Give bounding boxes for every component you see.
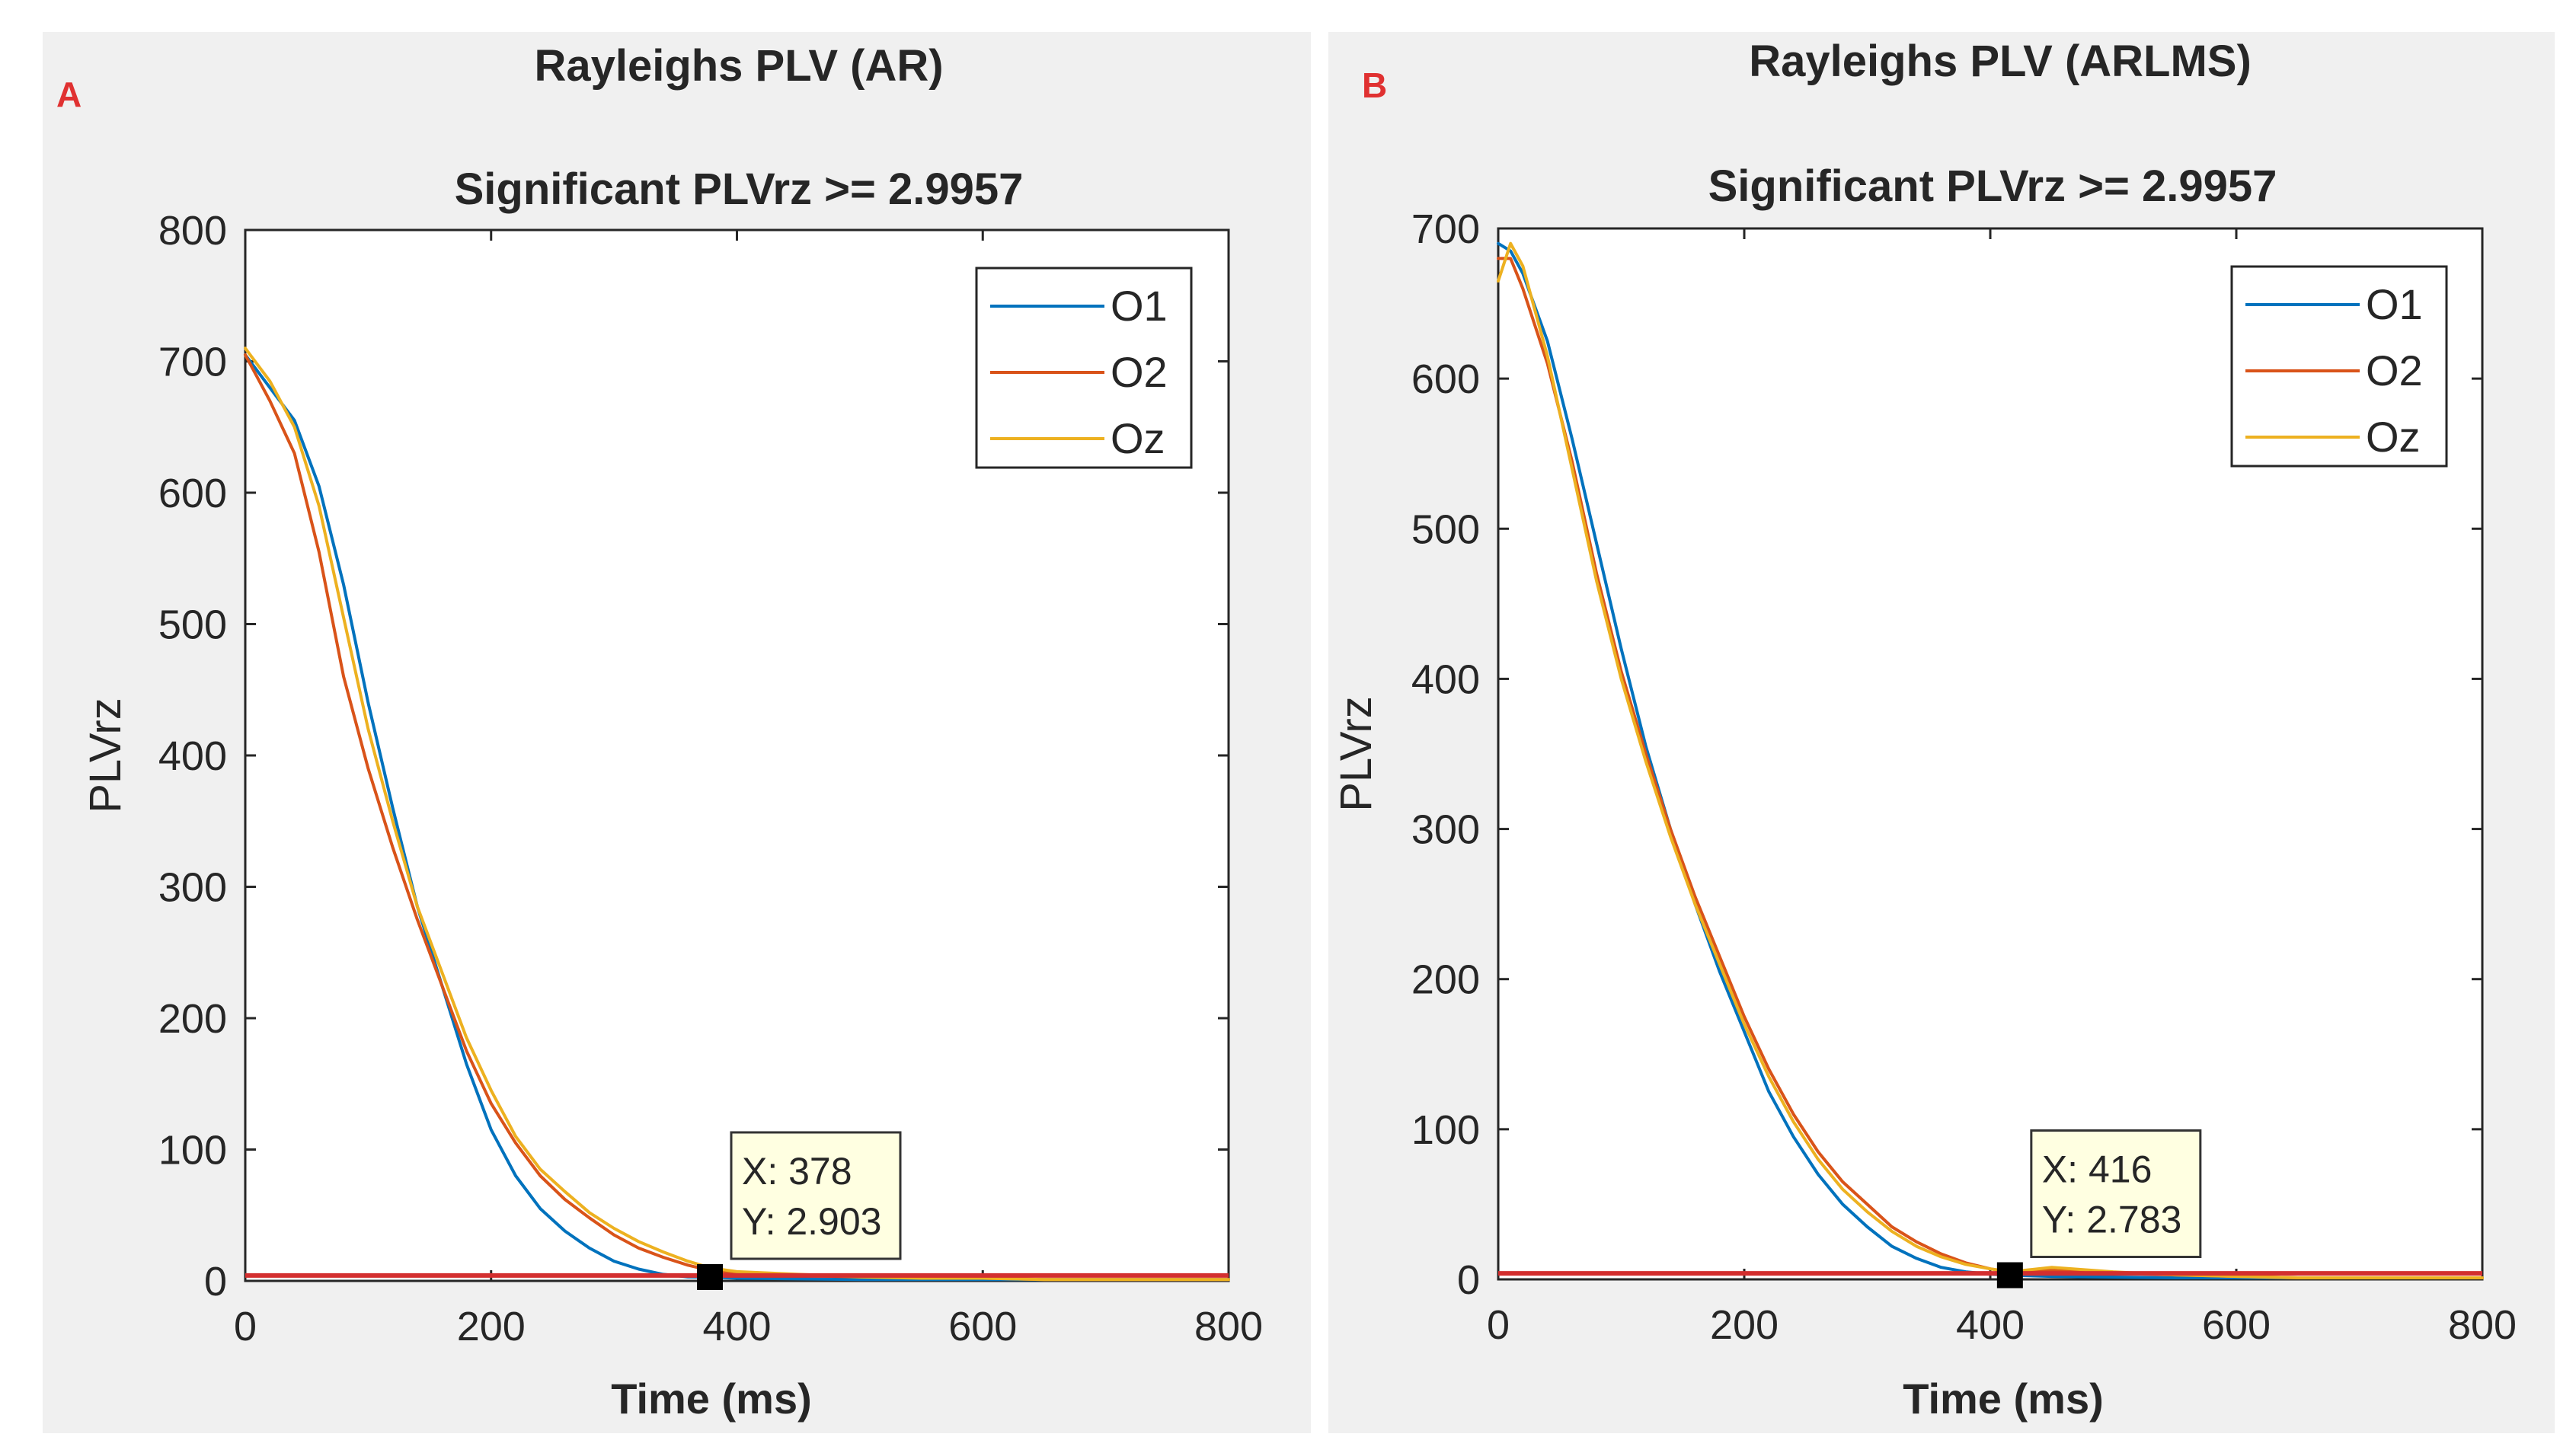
y-tick-label: 200 bbox=[1411, 957, 1480, 1003]
panel-letter: A bbox=[56, 75, 81, 114]
x-ticks: 0 200 400 600 800 bbox=[1487, 228, 2517, 1348]
y-tick-label: 500 bbox=[158, 602, 227, 648]
x-tick-label: 0 bbox=[234, 1304, 257, 1349]
x-axis-label: Time (ms) bbox=[611, 1375, 811, 1423]
legend-label-o2: O2 bbox=[1111, 348, 1168, 396]
y-tick-label: 400 bbox=[1411, 656, 1480, 702]
data-tip-box bbox=[730, 1131, 902, 1260]
legend-label-oz: Oz bbox=[1111, 414, 1165, 462]
y-axis-label: PLVrz bbox=[1331, 696, 1381, 812]
y-tick-label: 100 bbox=[158, 1128, 227, 1174]
y-tick-label: 700 bbox=[158, 340, 227, 385]
suptitle: Rayleighs PLV (ARLMS) bbox=[1749, 37, 2252, 86]
data-tip-marker[interactable] bbox=[696, 1263, 723, 1290]
legend-label-oz: Oz bbox=[2366, 413, 2421, 461]
data-tip[interactable]: X: 416 Y: 2.783 bbox=[1996, 1129, 2202, 1289]
y-tick-label: 600 bbox=[158, 471, 227, 516]
x-tick-label: 200 bbox=[457, 1304, 526, 1349]
x-tick-label: 0 bbox=[1487, 1302, 1510, 1348]
x-ticks: 0 200 400 600 800 bbox=[234, 230, 1263, 1349]
y-axis-label: PLVrz bbox=[81, 698, 130, 813]
y-tick-label: 600 bbox=[1411, 356, 1480, 402]
x-axis-label: Time (ms) bbox=[1903, 1375, 2103, 1423]
series-lines bbox=[1497, 241, 2484, 1279]
y-tick-label: 0 bbox=[204, 1259, 227, 1305]
y-ticks: 0 100 200 300 400 500 600 700 800 bbox=[158, 208, 1229, 1305]
x-tick-label: 800 bbox=[1194, 1304, 1263, 1349]
data-tip[interactable]: X: 378 Y: 2.903 bbox=[696, 1131, 902, 1290]
legend[interactable]: O1 O2 Oz bbox=[2230, 265, 2448, 468]
chart-title: Significant PLVrz >= 2.9957 bbox=[1708, 161, 2277, 211]
legend[interactable]: O1 O2 Oz bbox=[975, 267, 1193, 469]
data-tip-y-label: Y: 2.783 bbox=[2042, 1199, 2182, 1241]
y-tick-label: 400 bbox=[158, 733, 227, 779]
legend-label-o2: O2 bbox=[2366, 346, 2423, 394]
series-line-o1 bbox=[1497, 241, 2484, 1279]
panel-b: B Rayleighs PLV (ARLMS) Significant PLVr… bbox=[1328, 32, 2555, 1433]
y-tick-label: 0 bbox=[1457, 1257, 1480, 1303]
y-tick-label: 200 bbox=[158, 996, 227, 1042]
data-tip-x-label: X: 416 bbox=[2042, 1148, 2153, 1191]
legend-label-o1: O1 bbox=[1111, 282, 1168, 330]
x-tick-label: 600 bbox=[2202, 1302, 2271, 1348]
legend-box bbox=[2230, 265, 2448, 468]
x-tick-label: 600 bbox=[948, 1304, 1017, 1349]
y-tick-label: 300 bbox=[158, 865, 227, 911]
panel-a: A Rayleighs PLV (AR) Significant PLVrz >… bbox=[43, 32, 1311, 1433]
y-tick-label: 800 bbox=[158, 208, 227, 254]
suptitle: Rayleighs PLV (AR) bbox=[534, 41, 943, 91]
x-tick-label: 400 bbox=[702, 1304, 771, 1349]
data-tip-marker[interactable] bbox=[1996, 1262, 2023, 1289]
series-lines bbox=[244, 346, 1230, 1282]
x-tick-label: 200 bbox=[1710, 1302, 1779, 1348]
y-tick-label: 500 bbox=[1411, 506, 1480, 552]
x-tick-label: 800 bbox=[2448, 1302, 2517, 1348]
chart-title: Significant PLVrz >= 2.9957 bbox=[455, 164, 1024, 214]
y-tick-label: 100 bbox=[1411, 1107, 1480, 1153]
series-line-o1 bbox=[244, 353, 1230, 1282]
data-tip-y-label: Y: 2.903 bbox=[742, 1200, 882, 1243]
data-tip-box bbox=[2030, 1129, 2202, 1259]
legend-box bbox=[975, 267, 1193, 469]
y-tick-label: 700 bbox=[1411, 206, 1480, 252]
data-tip-x-label: X: 378 bbox=[742, 1150, 852, 1193]
x-tick-label: 400 bbox=[1956, 1302, 2025, 1348]
panel-letter: B bbox=[1362, 65, 1387, 105]
legend-label-o1: O1 bbox=[2366, 280, 2423, 328]
y-tick-label: 300 bbox=[1411, 807, 1480, 853]
y-ticks: 0 100 200 300 400 500 600 700 bbox=[1411, 206, 2482, 1303]
